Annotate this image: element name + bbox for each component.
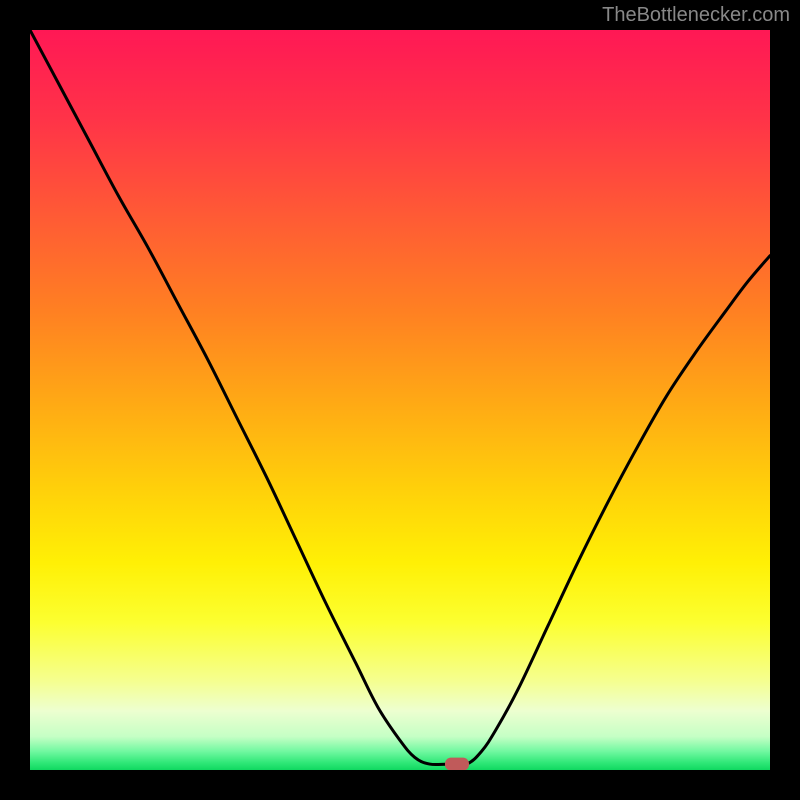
watermark-text: TheBottlenecker.com (602, 4, 790, 27)
optimal-marker (445, 758, 469, 770)
bottleneck-chart (30, 30, 770, 770)
chart-background (30, 30, 770, 770)
chart-svg (30, 30, 770, 770)
